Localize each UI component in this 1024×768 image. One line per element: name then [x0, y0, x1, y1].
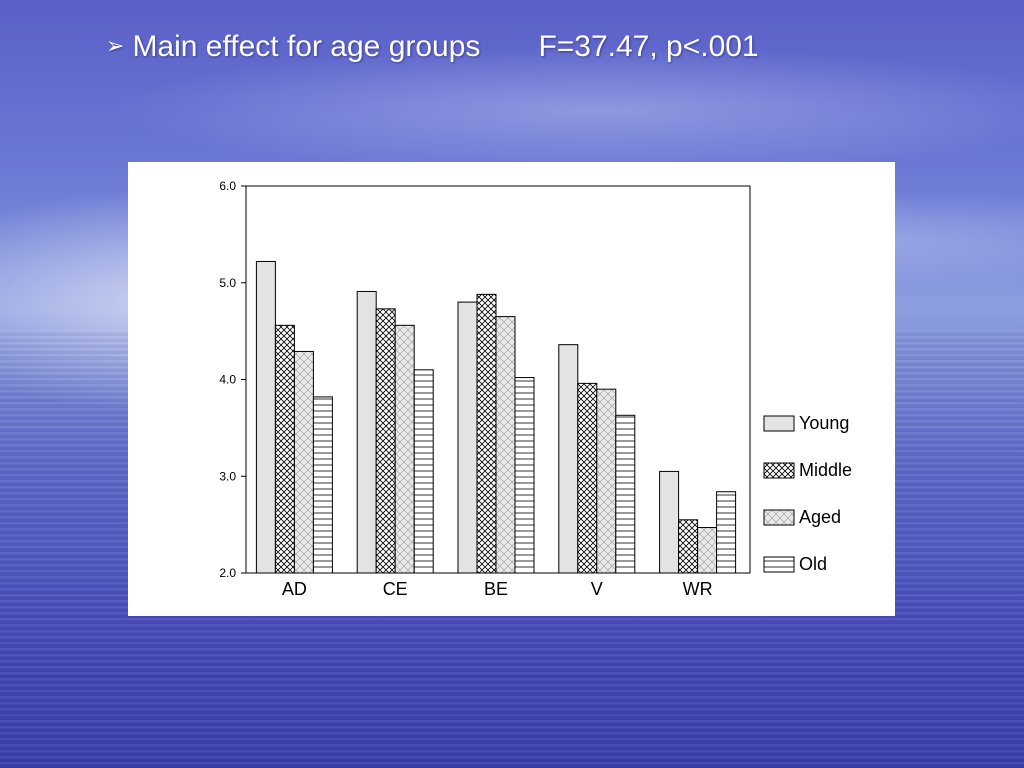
slide-title: ➢ Main effect for age groups F=37.47, p<.0…	[106, 30, 759, 64]
bar-young-v	[558, 344, 579, 574]
bar-old-be	[514, 377, 535, 574]
x-tick-label: V	[591, 579, 603, 599]
bar-chart: 2.0 3.0 4.0 5.0 6.0 AD CE BE V WR Young Middle Aged O…	[219, 179, 852, 599]
bar-middle-wr	[678, 519, 699, 574]
title-text: Main effect for age groups	[132, 30, 481, 63]
statistic-text: F=37.47, p<.001	[538, 30, 759, 63]
legend-label-young: Young	[799, 413, 849, 433]
bar-old-wr	[716, 491, 737, 574]
x-tick-label: WR	[683, 579, 713, 599]
bar-old-ad	[312, 396, 333, 574]
bar-middle-ce	[375, 308, 396, 574]
bar-young-ad	[255, 260, 276, 574]
bar-aged-be	[495, 316, 516, 574]
bar-old-ce	[413, 369, 434, 574]
legend-swatch-young	[763, 415, 795, 432]
legend-swatch-aged	[763, 509, 795, 526]
y-tick-label: 2.0	[219, 566, 236, 580]
bar-young-be	[457, 301, 478, 574]
bar-aged-ce	[394, 324, 415, 574]
y-tick-label: 4.0	[219, 373, 236, 387]
bullet-arrow-icon: ➢	[106, 33, 125, 58]
bar-old-v	[615, 414, 636, 574]
legend-swatch-middle	[763, 462, 795, 479]
x-tick-label: CE	[383, 579, 408, 599]
legend-label-aged: Aged	[799, 507, 841, 527]
chart-panel: 2.0 3.0 4.0 5.0 6.0 AD CE BE V WR Young Middle Aged O…	[128, 162, 895, 616]
y-tick-label: 3.0	[219, 469, 236, 483]
legend-swatch-old	[763, 556, 795, 573]
y-tick-label: 6.0	[219, 179, 236, 193]
x-tick-label: BE	[484, 579, 508, 599]
bar-aged-ad	[293, 350, 314, 574]
bar-aged-wr	[697, 527, 718, 574]
bar-young-ce	[356, 290, 377, 574]
bar-young-wr	[659, 470, 680, 574]
bar-middle-be	[476, 293, 497, 574]
x-tick-label: AD	[282, 579, 307, 599]
legend-label-middle: Middle	[799, 460, 852, 480]
bar-aged-v	[596, 388, 617, 574]
bar-middle-ad	[274, 324, 295, 574]
legend-label-old: Old	[799, 554, 827, 574]
bar-middle-v	[577, 382, 598, 574]
y-tick-label: 5.0	[219, 276, 236, 290]
